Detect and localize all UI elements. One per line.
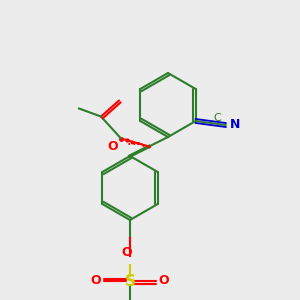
Text: O: O (159, 274, 169, 287)
Text: O: O (91, 274, 101, 287)
Text: O: O (122, 246, 132, 259)
Text: N: N (230, 118, 240, 131)
Text: S: S (124, 274, 136, 289)
Text: C: C (214, 113, 222, 123)
Text: O: O (107, 140, 118, 154)
Text: $\bullet\bullet\bullet$: $\bullet\bullet\bullet$ (126, 140, 144, 146)
